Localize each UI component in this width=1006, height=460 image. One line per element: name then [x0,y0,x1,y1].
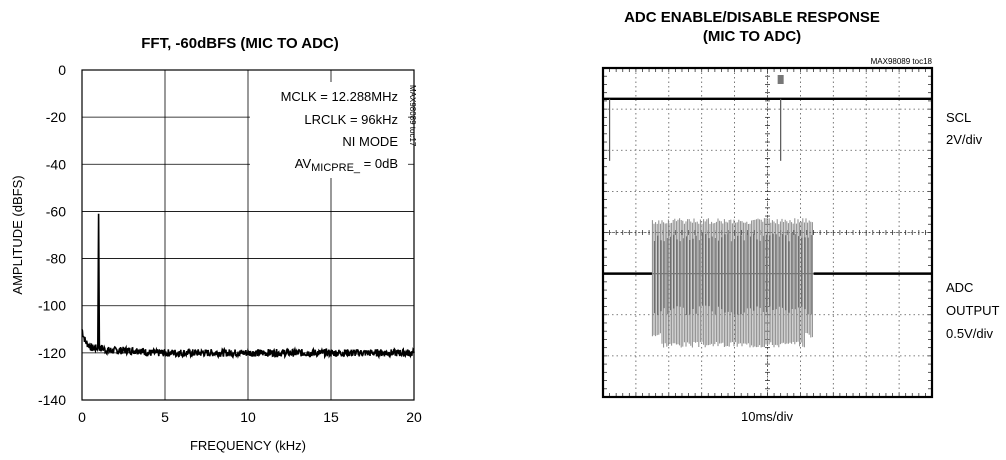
fft-x-tick-label: 5 [161,409,169,425]
fft-anno-av-suffix: = 0dB [360,156,398,171]
fft-anno-lrclk: LRCLK = 96kHz [304,112,398,127]
fft-y-tick-label: -120 [38,345,66,361]
fft-anno-mclk: MCLK = 12.288MHz [281,89,398,104]
fft-plot-frame [81,69,415,401]
fft-y-tick-label: -140 [38,392,66,408]
fft-y-tick-label: -20 [46,109,66,125]
fft-anno-av: AVMICPRE_ = 0dB [295,156,398,174]
scope-chart: ADC ENABLE/DISABLE RESPONSE (MIC TO ADC)… [601,9,1000,424]
fft-y-tick-label: -40 [46,156,66,172]
fft-series-line [81,213,415,360]
scope-plot-frame [601,66,934,399]
fft-anno-av-prefix: AV [295,156,312,171]
fft-chart: FFT, -60dBFS (MIC TO ADC) 0 -20 -40 -60 -80 -… [10,35,422,453]
fft-x-tick-label: 10 [240,409,256,425]
fft-y-tick-label: -100 [38,298,66,314]
fft-annotation-box [250,82,408,178]
fft-x-tick-label: 20 [406,409,422,425]
fft-anno-av-sub: MICPRE_ [311,162,361,174]
fft-y-tick-label: 0 [58,62,66,78]
fft-anno-mode: NI MODE [342,134,398,149]
fft-x-tick-labels: 0 5 10 15 20 [78,409,422,425]
fft-x-axis-label: FREQUENCY (kHz) [190,438,306,453]
scope-ch2-label-line-2: OUTPUT [946,303,1000,318]
trigger-marker [777,75,784,84]
fft-x-tick-label: 15 [323,409,339,425]
fft-y-tick-label: -60 [46,203,66,219]
scope-ch1-label-line-1: SCL [946,110,971,125]
fft-y-tick-label: -80 [46,251,66,267]
fft-x-tick-label: 0 [78,409,86,425]
scope-title-line-1: ADC ENABLE/DISABLE RESPONSE [624,9,880,26]
fft-y-axis-label: AMPLITUDE (dBFS) [10,175,25,294]
scope-figure-tag: MAX98089 toc18 [871,57,933,66]
scope-title-line-2: (MIC TO ADC) [703,28,801,45]
scope-x-axis-label: 10ms/div [741,409,794,424]
scope-traces [603,75,932,348]
fft-chart-title: FFT, -60dBFS (MIC TO ADC) [141,35,339,52]
scope-ch1-label-line-2: 2V/div [946,132,983,147]
scope-ch2-label-line-1: ADC [946,280,973,295]
scope-ch2-label-line-3: 0.5V/div [946,326,993,341]
fft-figure-tag: MAX98089 toc17 [408,85,417,147]
fft-y-tick-labels: 0 -20 -40 -60 -80 -100 -120 -140 [38,62,66,408]
